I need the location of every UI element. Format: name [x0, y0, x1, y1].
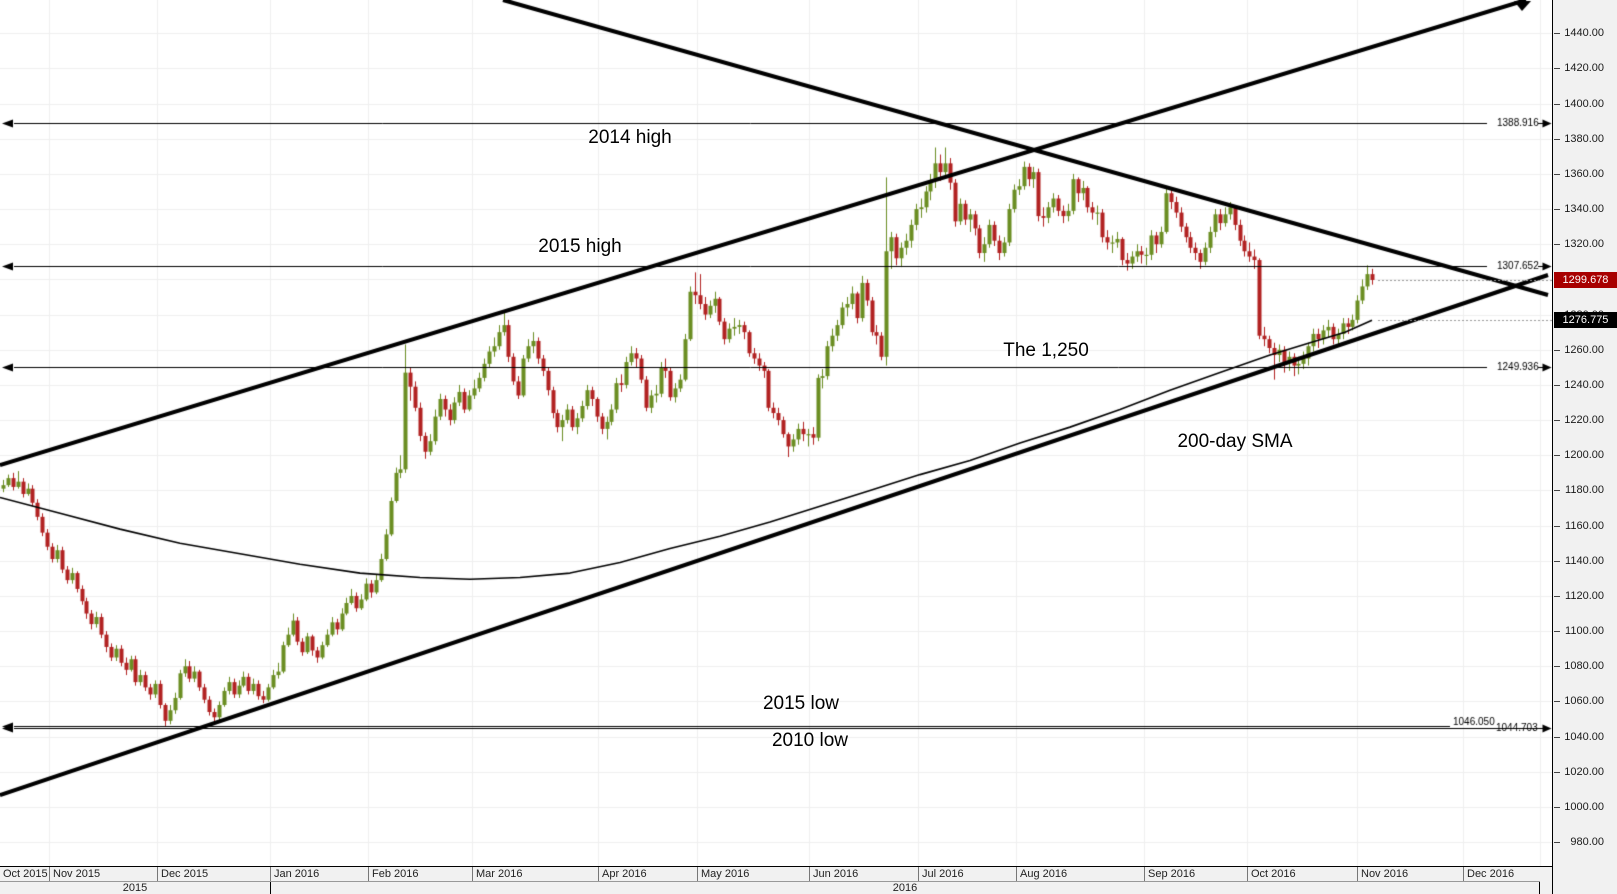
- y-axis-tick-label: 1240.00: [1564, 379, 1604, 391]
- x-axis-month-label: Jul 2016: [918, 867, 1016, 881]
- time-axis-months: Oct 2015 Nov 2015 Dec 2015 Jan 2016 Feb 2016…: [0, 867, 1540, 882]
- y-axis-tick-mark: [1554, 631, 1560, 632]
- x-axis-month-label: Apr 2016: [598, 867, 697, 881]
- x-axis-month-label: Jun 2016: [809, 867, 918, 881]
- time-axis-years: 2015 2016: [0, 882, 1540, 894]
- y-axis-tick-label: 1320.00: [1564, 238, 1604, 250]
- bid-price-value: 1299.678: [1562, 274, 1609, 286]
- y-axis-tick-mark: [1554, 526, 1560, 527]
- y-axis-tick-mark: [1554, 139, 1560, 140]
- y-axis-tick-label: 1380.00: [1564, 133, 1604, 145]
- y-axis-tick-label: 1160.00: [1565, 520, 1604, 532]
- x-axis-month-label: Dec 2016: [1463, 867, 1540, 881]
- price-chart-canvas[interactable]: [0, 0, 1552, 866]
- y-axis-tick-mark: [1554, 174, 1560, 175]
- sma-price-value: 1276.775: [1562, 314, 1609, 326]
- y-axis-tick-mark: [1554, 455, 1560, 456]
- y-axis-tick-label: 1120.00: [1565, 590, 1604, 602]
- y-axis-tick-mark: [1554, 737, 1560, 738]
- x-axis-year-label: 2015: [122, 882, 148, 894]
- y-axis-tick-mark: [1554, 842, 1560, 843]
- y-axis-tick-label: 1420.00: [1564, 62, 1604, 74]
- y-axis-tick-label: 1340.00: [1564, 203, 1604, 215]
- x-axis-month-label: Aug 2016: [1016, 867, 1144, 881]
- y-axis-tick-label: 1020.00: [1564, 766, 1604, 778]
- sma-price-tag: 1276.775: [1554, 312, 1617, 328]
- y-axis-tick-label: 1360.00: [1564, 168, 1604, 180]
- x-axis-month-label: Oct 2015: [3, 868, 48, 880]
- y-axis-tick-label: 1400.00: [1564, 98, 1604, 110]
- y-axis-tick-mark: [1554, 68, 1560, 69]
- x-axis-month-label: Oct 2016: [1247, 867, 1357, 881]
- y-axis-tick-mark: [1554, 33, 1560, 34]
- y-axis-tick-mark: [1554, 701, 1560, 702]
- y-axis-tick-mark: [1554, 807, 1560, 808]
- y-axis-tick-mark: [1554, 104, 1560, 105]
- y-axis-tick-label: 1220.00: [1564, 414, 1604, 426]
- y-axis-tick-mark: [1554, 244, 1560, 245]
- y-axis-tick-label: 1180.00: [1565, 484, 1604, 496]
- y-axis-tick-label: 1060.00: [1564, 695, 1604, 707]
- y-axis-tick-label: 1140.00: [1565, 555, 1604, 567]
- x-axis-month-label: May 2016: [697, 867, 809, 881]
- y-axis-tick-mark: [1554, 561, 1560, 562]
- y-axis-tick-mark: [1554, 490, 1560, 491]
- y-axis-tick-mark: [1554, 385, 1560, 386]
- y-axis-tick-mark: [1554, 350, 1560, 351]
- bid-price-tag: 1299.678: [1554, 272, 1617, 288]
- x-axis-month-label: Nov 2015: [49, 867, 157, 881]
- x-axis-month-label: Nov 2016: [1357, 867, 1463, 881]
- y-axis-tick-label: 1080.00: [1564, 660, 1604, 672]
- time-axis[interactable]: Oct 2015 Nov 2015 Dec 2015 Jan 2016 Feb 2016…: [0, 866, 1552, 894]
- x-axis-month-label: Mar 2016: [472, 867, 598, 881]
- y-axis-tick-label: 1440.00: [1564, 27, 1604, 39]
- y-axis-tick-label: 1040.00: [1564, 731, 1604, 743]
- y-axis-tick-label: 1260.00: [1564, 344, 1604, 356]
- price-axis[interactable]: 1299.678 1276.775 1440.00 1420.00 1400.00 1…: [1552, 0, 1617, 894]
- y-axis-tick-label: 980.00: [1570, 836, 1604, 848]
- x-axis-month-label: Jan 2016: [270, 867, 368, 881]
- y-axis-tick-mark: [1554, 666, 1560, 667]
- y-axis-tick-mark: [1554, 596, 1560, 597]
- y-axis-tick-label: 1200.00: [1564, 449, 1604, 461]
- y-axis-tick-mark: [1554, 772, 1560, 773]
- y-axis-tick-mark: [1554, 420, 1560, 421]
- y-axis-tick-label: 1000.00: [1564, 801, 1604, 813]
- y-axis-tick-label: 1100.00: [1565, 625, 1604, 637]
- x-axis-year-label: 2016: [270, 882, 1540, 894]
- x-axis-month-label: Sep 2016: [1144, 867, 1247, 881]
- x-axis-month-label: Dec 2015: [157, 867, 270, 881]
- y-axis-tick-mark: [1554, 209, 1560, 210]
- x-axis-month-label: Feb 2016: [368, 867, 472, 881]
